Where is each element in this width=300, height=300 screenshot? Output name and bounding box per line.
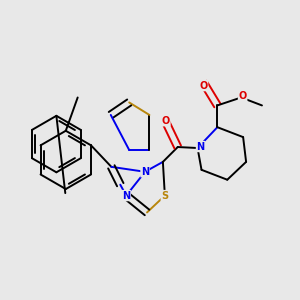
Text: N: N bbox=[196, 142, 205, 152]
Text: S: S bbox=[161, 190, 168, 201]
Text: N: N bbox=[122, 190, 130, 201]
Text: O: O bbox=[200, 81, 208, 91]
Text: O: O bbox=[162, 116, 170, 126]
Text: N: N bbox=[141, 167, 149, 177]
Text: O: O bbox=[238, 91, 247, 101]
